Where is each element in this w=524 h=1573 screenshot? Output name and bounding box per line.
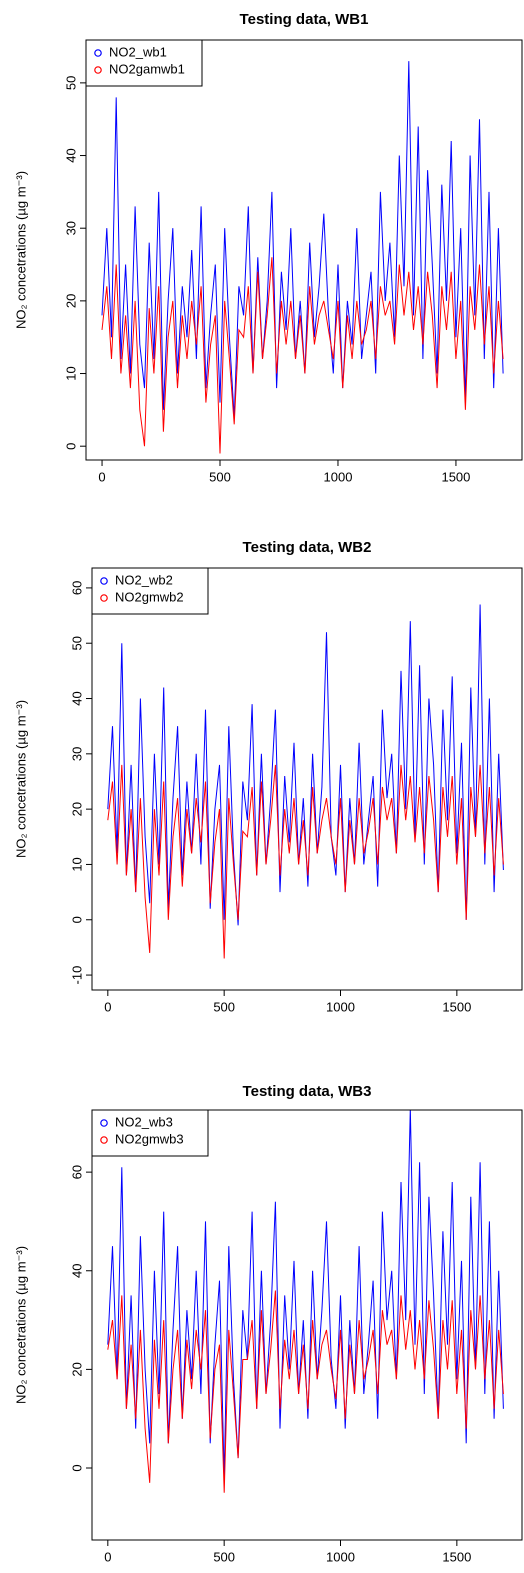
x-tick-label: 500 bbox=[213, 1549, 235, 1564]
y-tick-label: 0 bbox=[69, 1464, 84, 1471]
legend-label: NO2gmwb3 bbox=[115, 1131, 184, 1146]
plot-box bbox=[91, 1109, 523, 1541]
x-tick-label: 0 bbox=[104, 999, 111, 1014]
legend-symbol bbox=[94, 49, 102, 57]
y-axis-label: NO₂ concetrations (µg m⁻³) bbox=[13, 700, 28, 858]
x-tick-label: 1500 bbox=[442, 1549, 471, 1564]
legend-label: NO2_wb3 bbox=[115, 1114, 173, 1129]
data-line bbox=[101, 257, 504, 454]
y-tick-label: 0 bbox=[69, 916, 84, 923]
y-tick-label: 40 bbox=[69, 1264, 84, 1278]
x-tick-label: 500 bbox=[213, 999, 235, 1014]
y-axis-label: NO₂ concetrations (µg m⁻³) bbox=[13, 1246, 28, 1404]
y-tick-label: 20 bbox=[63, 294, 78, 308]
x-tick-label: 1500 bbox=[441, 469, 470, 484]
y-tick-label: 50 bbox=[63, 76, 78, 90]
plot-box bbox=[91, 567, 523, 991]
chart-panel: Testing data, WB2 NO₂ concetrations (µg m… bbox=[13, 539, 523, 1014]
data-line bbox=[107, 764, 504, 959]
y-tick-label: 50 bbox=[69, 636, 84, 650]
data-line bbox=[101, 61, 504, 418]
chart-title: Testing data, WB3 bbox=[243, 1083, 372, 1100]
legend-label: NO2_wb2 bbox=[115, 572, 173, 587]
x-tick-label: 500 bbox=[209, 469, 231, 484]
x-tick-label: 1000 bbox=[326, 1549, 355, 1564]
legend-symbol bbox=[100, 577, 108, 585]
y-tick-label: 30 bbox=[63, 221, 78, 235]
y-axis-label: NO₂ concetrations (µg m⁻³) bbox=[13, 171, 28, 329]
y-tick-label: 20 bbox=[69, 802, 84, 816]
x-tick-label: 1000 bbox=[324, 469, 353, 484]
x-tick-label: 0 bbox=[104, 1549, 111, 1564]
y-tick-label: 20 bbox=[69, 1362, 84, 1376]
y-tick-label: 30 bbox=[69, 747, 84, 761]
y-tick-label: 60 bbox=[69, 581, 84, 595]
legend-symbol bbox=[100, 1136, 108, 1144]
legend-label: NO2_wb1 bbox=[109, 44, 167, 59]
y-tick-label: 60 bbox=[69, 1165, 84, 1179]
data-line bbox=[107, 1290, 504, 1493]
legend-symbol bbox=[100, 1119, 108, 1127]
plot-box bbox=[85, 39, 523, 461]
legend-label: NO2gamwb1 bbox=[109, 61, 185, 76]
chart-title: Testing data, WB1 bbox=[240, 11, 369, 28]
chart-panel: Testing data, WB1 NO₂ concetrations (µg m… bbox=[13, 11, 523, 484]
y-tick-label: 10 bbox=[63, 366, 78, 380]
legend-box bbox=[85, 39, 203, 87]
legend-symbol bbox=[94, 66, 102, 74]
x-tick-label: 1000 bbox=[326, 999, 355, 1014]
y-tick-label: 10 bbox=[69, 857, 84, 871]
y-tick-label: 40 bbox=[69, 691, 84, 705]
y-tick-label: 40 bbox=[63, 148, 78, 162]
legend-box bbox=[91, 1109, 209, 1157]
legend-symbol bbox=[100, 594, 108, 602]
legend-label: NO2gmwb2 bbox=[115, 589, 184, 604]
data-line bbox=[107, 1110, 504, 1478]
legend-box bbox=[91, 567, 209, 615]
x-tick-label: 0 bbox=[98, 469, 105, 484]
x-tick-label: 1500 bbox=[442, 999, 471, 1014]
chart-title: Testing data, WB2 bbox=[243, 539, 372, 556]
y-tick-label: -10 bbox=[69, 966, 84, 985]
y-tick-label: 0 bbox=[63, 443, 78, 450]
chart-panel: Testing data, WB3 NO₂ concetrations (µg m… bbox=[13, 1083, 523, 1564]
